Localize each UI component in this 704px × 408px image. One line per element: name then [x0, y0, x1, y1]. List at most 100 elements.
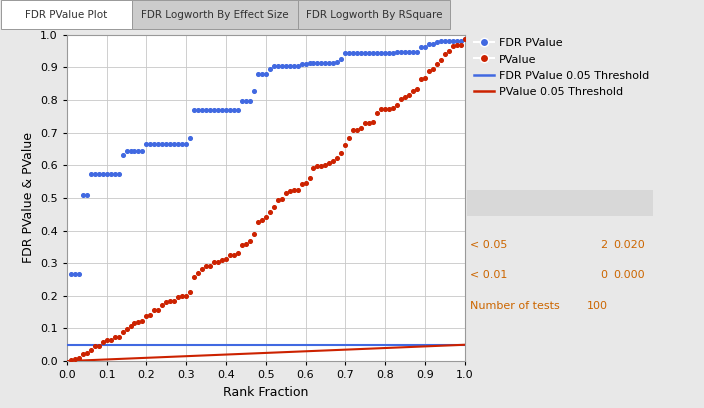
Text: 0.000: 0.000 — [613, 271, 645, 280]
FDR PValue — [312, 60, 323, 66]
FDR PValue — [189, 106, 200, 113]
FDR PValue — [73, 271, 84, 277]
PValue — [399, 94, 410, 100]
FDR PValue — [387, 49, 398, 56]
FDR PValue — [169, 141, 180, 147]
PValue — [208, 259, 220, 265]
PValue — [396, 96, 407, 102]
FDR PValue — [237, 98, 248, 104]
FDR PValue — [391, 49, 403, 55]
PValue — [180, 293, 191, 299]
PValue — [169, 297, 180, 304]
PValue — [252, 218, 263, 225]
PValue — [161, 299, 172, 305]
PValue — [360, 120, 371, 126]
Y-axis label: FDR PValue & PValue: FDR PValue & PValue — [22, 132, 34, 264]
FDR PValue — [439, 38, 451, 44]
PValue — [192, 269, 203, 276]
FDR PValue — [177, 141, 188, 147]
FDR PValue — [184, 134, 196, 141]
PValue — [228, 252, 239, 258]
FDR PValue — [204, 106, 215, 113]
PValue — [145, 312, 156, 318]
PValue — [256, 217, 268, 223]
PValue — [109, 334, 120, 340]
PValue — [455, 41, 466, 48]
FDR PValue — [304, 60, 315, 66]
FDR PValue — [344, 49, 355, 56]
PValue — [288, 187, 299, 194]
FDR PValue — [384, 49, 395, 56]
PValue — [165, 298, 176, 304]
FDR PValue — [396, 49, 407, 55]
FDR PValue — [272, 62, 283, 69]
PValue — [296, 181, 307, 187]
FDR PValue — [105, 171, 116, 177]
Text: 100: 100 — [586, 301, 608, 311]
PValue — [367, 119, 379, 125]
FDR PValue — [348, 49, 359, 56]
FDR PValue — [431, 39, 442, 45]
PValue — [316, 162, 327, 169]
PValue — [77, 351, 89, 358]
PValue — [332, 154, 343, 161]
Text: FDR Logworth By RSquare: FDR Logworth By RSquare — [306, 10, 442, 20]
FDR PValue — [324, 60, 335, 66]
FDR PValue — [363, 49, 375, 56]
FDR PValue — [109, 171, 120, 177]
FDR PValue — [260, 71, 272, 77]
PValue — [121, 326, 132, 333]
PValue — [117, 329, 128, 335]
PValue — [157, 302, 168, 309]
FDR PValue — [375, 49, 386, 56]
X-axis label: Rank Fraction: Rank Fraction — [223, 386, 308, 399]
FDR PValue — [232, 106, 244, 113]
FDR PValue — [89, 171, 101, 177]
FDR PValue — [320, 60, 331, 66]
FDR PValue — [268, 62, 279, 69]
FDR PValue — [455, 38, 466, 44]
FDR PValue — [332, 59, 343, 65]
FDR PValue — [276, 62, 287, 69]
FDR PValue — [165, 141, 176, 147]
PValue — [384, 106, 395, 112]
PValue — [216, 256, 227, 263]
FDR PValue — [435, 38, 446, 44]
PValue — [240, 241, 251, 247]
FDR PValue — [360, 49, 371, 56]
FDR PValue — [133, 148, 144, 155]
FDR PValue — [192, 106, 203, 113]
PValue — [284, 188, 295, 195]
PValue — [172, 294, 184, 300]
FDR PValue — [423, 40, 434, 47]
FDR PValue — [77, 192, 89, 198]
PValue — [237, 242, 248, 248]
PValue — [268, 204, 279, 210]
PValue — [443, 48, 454, 55]
FDR PValue — [69, 271, 80, 277]
FDR PValue — [451, 38, 463, 44]
PValue — [232, 250, 244, 256]
FDR PValue — [372, 49, 383, 56]
PValue — [133, 319, 144, 325]
PValue — [415, 76, 427, 83]
PValue — [419, 75, 430, 82]
PValue — [149, 307, 160, 313]
PValue — [81, 350, 92, 356]
FDR PValue — [129, 148, 140, 155]
FDR PValue — [252, 71, 263, 77]
FDR PValue — [459, 35, 470, 42]
FDR PValue — [336, 56, 347, 63]
PValue — [101, 337, 113, 344]
PValue — [204, 262, 215, 269]
FDR PValue — [403, 49, 415, 55]
FDR PValue — [196, 106, 208, 113]
PValue — [141, 312, 152, 319]
PValue — [304, 175, 315, 181]
FDR PValue — [81, 192, 92, 198]
FDR PValue — [292, 62, 303, 69]
FDR PValue — [408, 49, 419, 55]
FDR PValue — [356, 49, 367, 56]
FDR PValue — [121, 148, 132, 155]
FDR PValue — [228, 106, 239, 113]
